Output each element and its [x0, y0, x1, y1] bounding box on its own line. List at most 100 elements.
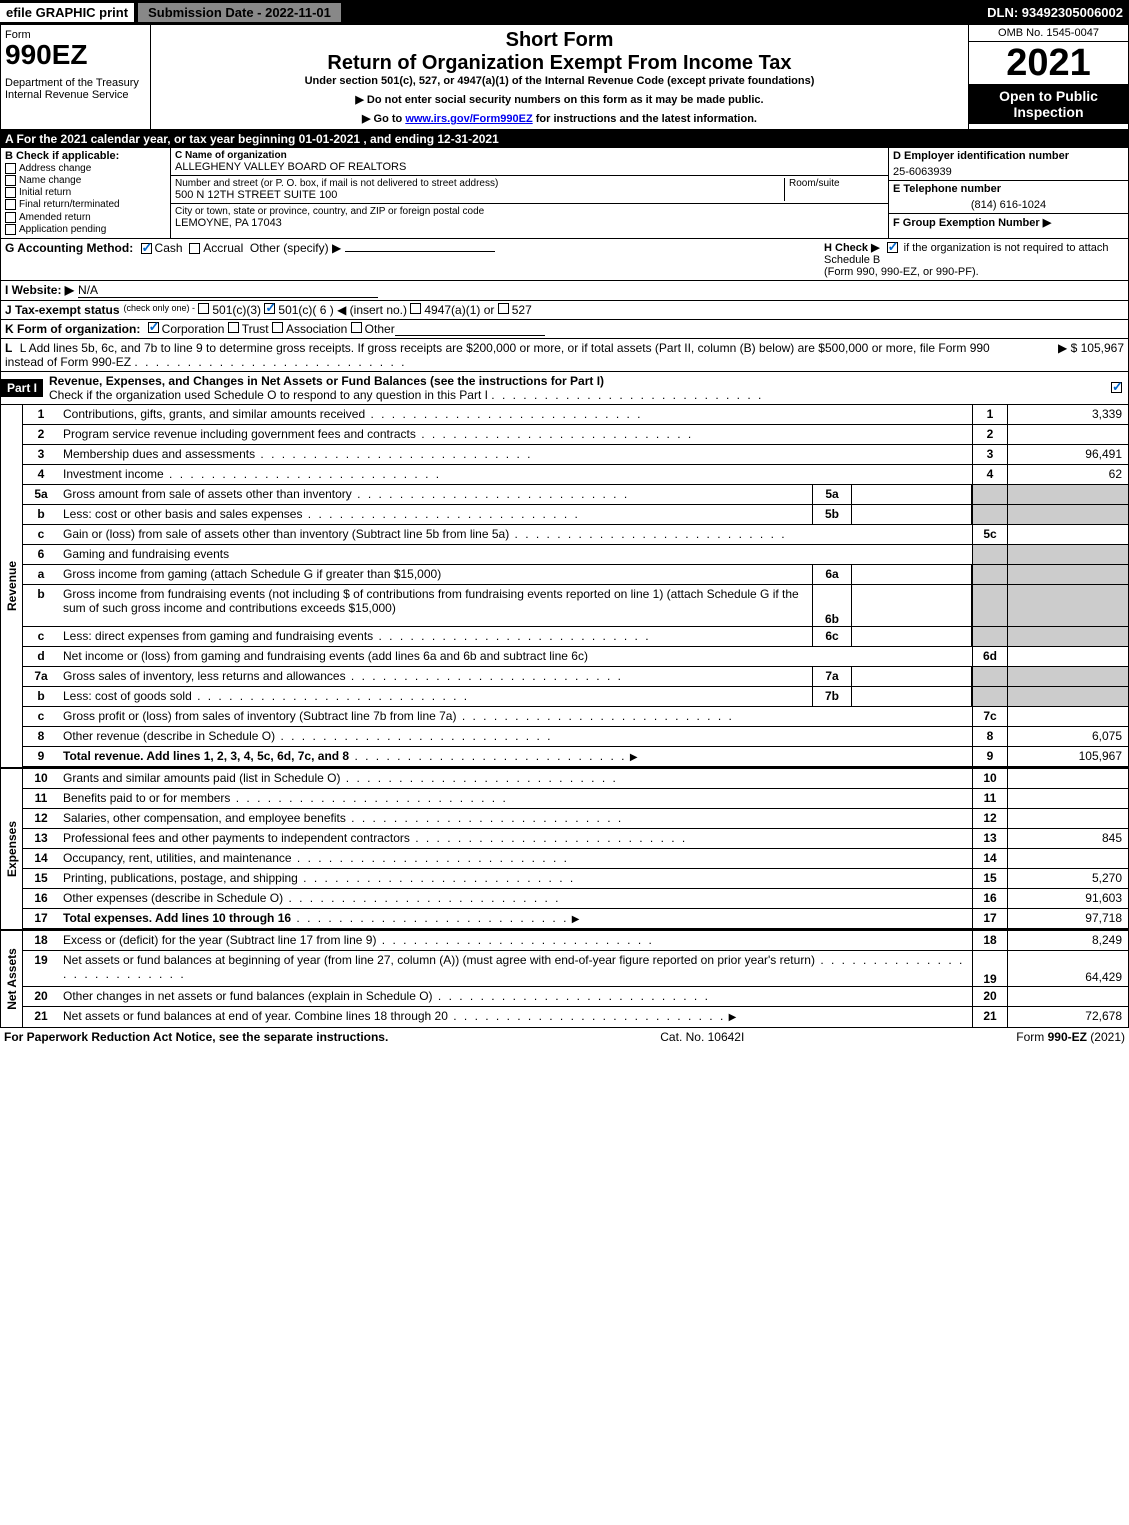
- l7a-mid: 7a: [812, 667, 852, 686]
- arrow-icon: [572, 911, 580, 925]
- instruction-2: ▶ Go to www.irs.gov/Form990EZ for instru…: [155, 112, 964, 125]
- line-6b: b Gross income from fundraising events (…: [23, 585, 1128, 627]
- form-container: Form 990EZ Department of the Treasury In…: [0, 24, 1129, 1028]
- l4-desc: Investment income: [63, 467, 164, 481]
- l17-val: 97,718: [1008, 909, 1128, 928]
- l11-rn: 11: [972, 789, 1008, 808]
- chk-527[interactable]: [498, 303, 509, 314]
- l20-desc: Other changes in net assets or fund bala…: [63, 989, 433, 1003]
- website-value: N/A: [78, 283, 378, 298]
- l5b-num: b: [23, 505, 59, 524]
- l13-val: 845: [1008, 829, 1128, 848]
- l15-rn: 15: [972, 869, 1008, 888]
- chk-amended[interactable]: Amended return: [5, 212, 166, 223]
- l8-num: 8: [23, 727, 59, 746]
- l5b-midval: [852, 505, 972, 524]
- j-o3: 4947(a)(1) or: [424, 303, 494, 317]
- street-label: Number and street (or P. O. box, if mail…: [175, 178, 784, 189]
- l10-val: [1008, 769, 1128, 788]
- chk-address-change[interactable]: Address change: [5, 163, 166, 174]
- chk-trust[interactable]: [228, 322, 239, 333]
- l3-val: 96,491: [1008, 445, 1128, 464]
- footer-center: Cat. No. 10642I: [388, 1030, 1016, 1044]
- l3-desc: Membership dues and assessments: [63, 447, 255, 461]
- instruction-1: ▶ Do not enter social security numbers o…: [155, 93, 964, 106]
- i-label: I Website: ▶: [5, 283, 74, 298]
- j-sub: (check only one) -: [124, 303, 196, 317]
- l7a-midval: [852, 667, 972, 686]
- footer: For Paperwork Reduction Act Notice, see …: [0, 1028, 1129, 1046]
- form-title-1: Short Form: [155, 29, 964, 52]
- l17-desc: Total expenses. Add lines 10 through 16: [63, 911, 291, 925]
- l5a-val: [1008, 485, 1128, 504]
- l7c-rn: 7c: [972, 707, 1008, 726]
- l7a-desc: Gross sales of inventory, less returns a…: [63, 669, 346, 683]
- l12-rn: 12: [972, 809, 1008, 828]
- l12-val: [1008, 809, 1128, 828]
- chk-other[interactable]: [351, 322, 362, 333]
- city-row: City or town, state or province, country…: [171, 204, 888, 231]
- chk-4947[interactable]: [410, 303, 421, 314]
- chk-accrual[interactable]: [189, 243, 200, 254]
- l6b-rn: [972, 585, 1008, 626]
- l18-val: 8,249: [1008, 931, 1128, 950]
- l5a-num: 5a: [23, 485, 59, 504]
- line-14: 14 Occupancy, rent, utilities, and maint…: [23, 849, 1128, 869]
- header-center: Short Form Return of Organization Exempt…: [151, 25, 968, 129]
- line-19: 19 Net assets or fund balances at beginn…: [23, 951, 1128, 987]
- l12-desc: Salaries, other compensation, and employ…: [63, 811, 346, 825]
- chk-501c3[interactable]: [198, 303, 209, 314]
- l6a-val: [1008, 565, 1128, 584]
- chk-cash[interactable]: [141, 243, 152, 254]
- l8-rn: 8: [972, 727, 1008, 746]
- l20-rn: 20: [972, 987, 1008, 1006]
- l16-val: 91,603: [1008, 889, 1128, 908]
- l6a-num: a: [23, 565, 59, 584]
- line-7b: b Less: cost of goods sold 7b: [23, 687, 1128, 707]
- chk-assoc[interactable]: [272, 322, 283, 333]
- irs-link[interactable]: www.irs.gov/Form990EZ: [405, 113, 532, 125]
- k-label: K Form of organization:: [5, 322, 140, 336]
- part1-tab: Part I: [1, 379, 43, 397]
- l6c-midval: [852, 627, 972, 646]
- l6a-desc: Gross income from gaming (attach Schedul…: [63, 567, 441, 581]
- l-amount: ▶ $ 105,967: [1004, 341, 1124, 369]
- l6a-midval: [852, 565, 972, 584]
- chk-corp[interactable]: [148, 322, 159, 333]
- l14-rn: 14: [972, 849, 1008, 868]
- line-11: 11 Benefits paid to or for members 11: [23, 789, 1128, 809]
- chk-501c[interactable]: [264, 303, 275, 314]
- line-13: 13 Professional fees and other payments …: [23, 829, 1128, 849]
- l5a-mid: 5a: [812, 485, 852, 504]
- l6a-mid: 6a: [812, 565, 852, 584]
- l19-rn: 19: [972, 951, 1008, 986]
- chk-name-change[interactable]: Name change: [5, 175, 166, 186]
- org-name: ALLEGHENY VALLEY BOARD OF REALTORS: [175, 161, 884, 173]
- l6c-val: [1008, 627, 1128, 646]
- footer-left: For Paperwork Reduction Act Notice, see …: [4, 1030, 388, 1044]
- grp-label: F Group Exemption Number ▶: [889, 213, 1128, 231]
- line-20: 20 Other changes in net assets or fund b…: [23, 987, 1128, 1007]
- l14-val: [1008, 849, 1128, 868]
- l7b-desc: Less: cost of goods sold: [63, 689, 192, 703]
- l5b-rn: [972, 505, 1008, 524]
- chk-final-return[interactable]: Final return/terminated: [5, 199, 166, 210]
- j-o2: 501(c)( 6 ) ◀ (insert no.): [278, 303, 407, 317]
- instr2-pre: ▶ Go to: [362, 113, 405, 125]
- l6-val: [1008, 545, 1128, 564]
- chk-pending[interactable]: Application pending: [5, 224, 166, 235]
- open-public: Open to Public Inspection: [969, 84, 1128, 124]
- line-8: 8 Other revenue (describe in Schedule O)…: [23, 727, 1128, 747]
- l13-num: 13: [23, 829, 59, 848]
- chk-initial-return[interactable]: Initial return: [5, 187, 166, 198]
- l8-desc: Other revenue (describe in Schedule O): [63, 729, 275, 743]
- l15-val: 5,270: [1008, 869, 1128, 888]
- instr2-post: for instructions and the latest informat…: [533, 113, 757, 125]
- line-1: 1 Contributions, gifts, grants, and simi…: [23, 405, 1128, 425]
- dept-line-1: Department of the Treasury: [5, 77, 146, 89]
- chk-h[interactable]: [887, 242, 898, 253]
- l5c-rn: 5c: [972, 525, 1008, 544]
- l6b-midval: [852, 585, 972, 626]
- expenses-block: Expenses 10 Grants and similar amounts p…: [1, 767, 1128, 929]
- chk-part1-scho[interactable]: [1111, 382, 1122, 393]
